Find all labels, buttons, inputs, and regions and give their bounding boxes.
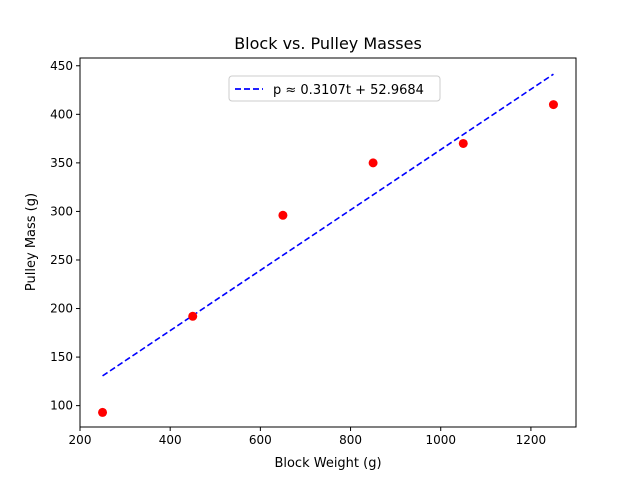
- data-point: [548, 100, 558, 110]
- y-tick-label: 150: [50, 350, 73, 364]
- y-tick-label: 350: [50, 156, 73, 170]
- y-axis: 100 150 200 250 300 350 400 450: [50, 59, 80, 413]
- y-tick-label: 450: [50, 59, 73, 73]
- x-axis-label: Block Weight (g): [274, 456, 381, 471]
- x-axis: 200 400 600 800 1000 1200: [69, 427, 547, 447]
- legend-box: [228, 75, 441, 102]
- y-tick-label: 250: [50, 253, 73, 267]
- plot-frame: [79, 57, 577, 428]
- x-tick-label: 800: [339, 433, 362, 447]
- data-point: [278, 210, 288, 220]
- legend-fit-line-label: p ≈ 0.3107t + 52.9684: [273, 83, 424, 98]
- data-point: [368, 158, 378, 168]
- x-tick-label: 1000: [425, 433, 456, 447]
- x-tick-label: 200: [69, 433, 92, 447]
- y-tick-label: 100: [50, 399, 73, 413]
- fit-line: [102, 73, 554, 377]
- plot-area: [98, 73, 558, 417]
- y-tick-label: 300: [50, 204, 73, 218]
- y-tick-label: 200: [50, 302, 73, 316]
- data-point: [458, 138, 468, 148]
- legend: p ≈ 0.3107t + 52.9684: [228, 75, 441, 102]
- x-tick-label: 600: [249, 433, 272, 447]
- data-point: [98, 407, 108, 417]
- x-tick-label: 1200: [516, 433, 547, 447]
- y-tick-label: 400: [50, 107, 73, 121]
- chart-title: Block vs. Pulley Masses: [234, 34, 422, 53]
- y-axis-label: Pulley Mass (g): [24, 193, 39, 291]
- x-tick-label: 400: [159, 433, 182, 447]
- data-point: [188, 311, 198, 321]
